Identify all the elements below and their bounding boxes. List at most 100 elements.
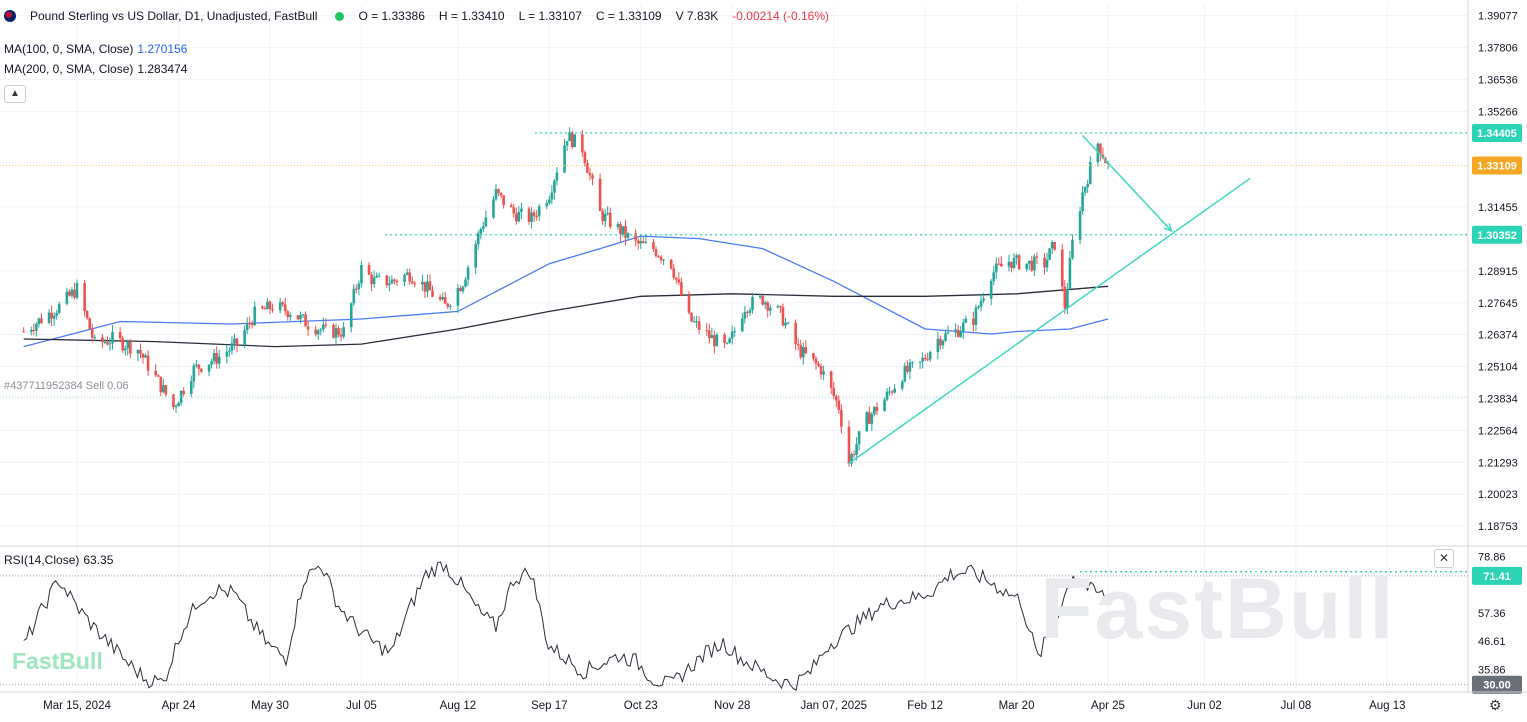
candle-body <box>657 256 660 258</box>
candle-body <box>22 331 25 333</box>
resistance-badge: 1.34405 <box>1477 128 1517 140</box>
ohlc-open: O = 1.33386 <box>358 9 425 23</box>
ma200-legend[interactable]: MA(200, 0, SMA, Close) 1.283474 <box>4 62 187 76</box>
rsi-legend[interactable]: RSI(14,Close) 63.35 <box>4 553 113 567</box>
close-rsi-button[interactable]: ✕ <box>1434 549 1454 568</box>
rsi-level-badge: 71.41 <box>1483 571 1511 583</box>
candle-body <box>885 391 889 400</box>
candle-body <box>281 302 284 305</box>
candle-body <box>101 337 104 342</box>
current-price-badge-bg <box>1472 156 1522 175</box>
candle-body <box>286 311 290 317</box>
rsi-tick-label: 78.86 <box>1478 551 1506 563</box>
fastbull-logo: FastBull <box>12 648 103 674</box>
candle-body <box>1035 256 1039 258</box>
candle-body <box>266 301 269 310</box>
candle-body <box>563 145 566 173</box>
time-tick-label: Jan 07, 2025 <box>800 700 867 712</box>
candle-body <box>669 259 673 269</box>
candle-body <box>235 338 239 345</box>
candle-body <box>57 303 61 313</box>
price-tick-label: 1.31455 <box>1478 202 1518 214</box>
candle-body <box>129 341 132 354</box>
candle-body <box>179 390 183 403</box>
candle-body <box>901 381 904 389</box>
candle-body <box>182 390 185 394</box>
candle-body <box>289 315 292 317</box>
candle-body <box>817 363 820 366</box>
candle-body <box>979 300 983 307</box>
candle-body <box>1045 259 1049 268</box>
price-tick-label: 1.20023 <box>1478 489 1518 501</box>
candle-body <box>108 343 112 345</box>
candle-body <box>545 203 549 207</box>
candle-body <box>479 229 483 234</box>
candle-body <box>47 312 51 323</box>
candle-body <box>606 212 610 214</box>
candle-body <box>893 388 896 393</box>
candle-body <box>570 132 574 148</box>
candle-body <box>164 385 168 395</box>
gear-icon[interactable]: ⚙ <box>1489 697 1502 713</box>
candle-body <box>261 306 264 309</box>
rsi-pane: 78.86 57.36 46.61 35.86 71.41 30.00 <box>0 551 1522 694</box>
price-tick-label: 1.22564 <box>1478 425 1518 437</box>
candle-body <box>55 312 58 316</box>
time-tick-label: May 30 <box>251 700 289 712</box>
candle-body <box>1010 261 1013 268</box>
candles <box>22 127 1110 467</box>
candle-body <box>705 329 709 331</box>
price-tick-label: 1.18753 <box>1478 521 1518 533</box>
candle-body <box>1015 255 1018 258</box>
candle-body <box>812 353 815 359</box>
candle-body <box>189 381 193 394</box>
candle-body <box>301 314 305 316</box>
price-tick-label: 1.23834 <box>1478 393 1518 405</box>
candle-body <box>906 365 909 372</box>
candle-body <box>695 321 698 323</box>
candle-body <box>586 163 589 173</box>
candle-body <box>865 412 869 432</box>
candle-body <box>459 287 462 292</box>
candle-body <box>723 334 726 343</box>
candle-body <box>548 199 551 204</box>
ma100-legend[interactable]: MA(100, 0, SMA, Close) 1.270156 <box>4 42 187 56</box>
candle-body <box>751 297 754 310</box>
candle-body <box>121 338 125 351</box>
candle-body <box>352 288 356 304</box>
candle-body <box>337 328 340 335</box>
candle-body <box>405 272 409 275</box>
candle-body <box>941 340 945 346</box>
candle-body <box>799 345 803 358</box>
collapse-legend-button[interactable]: ▲ <box>4 85 26 103</box>
candle-body <box>710 335 714 339</box>
candle-body <box>672 268 676 278</box>
candle-body <box>1078 211 1082 240</box>
ma100-label: MA(100, 0, SMA, Close) <box>4 42 134 56</box>
candle-body <box>393 279 396 281</box>
order-label[interactable]: #437711952384 Sell 0.06 <box>4 380 129 392</box>
candle-body <box>497 189 500 193</box>
candle-body <box>456 287 460 306</box>
candle-body <box>1083 187 1087 193</box>
candle-body <box>1017 255 1021 270</box>
candle-body <box>476 233 480 245</box>
candle-body <box>1000 263 1003 267</box>
candle-body <box>834 396 838 401</box>
candle-body <box>200 368 203 372</box>
ohlc-low: L = 1.33107 <box>518 9 582 23</box>
candle-body <box>766 302 770 311</box>
candle-body <box>598 178 602 211</box>
candle-body <box>316 330 320 335</box>
candle-body <box>873 406 876 415</box>
candle-body <box>357 283 361 290</box>
candle-body <box>512 207 516 214</box>
candle-body <box>989 281 993 299</box>
candle-body <box>494 189 498 200</box>
candle-body <box>708 330 711 339</box>
rsi-value: 63.35 <box>83 553 114 567</box>
candle-body <box>306 326 310 330</box>
candle-body <box>37 318 41 324</box>
